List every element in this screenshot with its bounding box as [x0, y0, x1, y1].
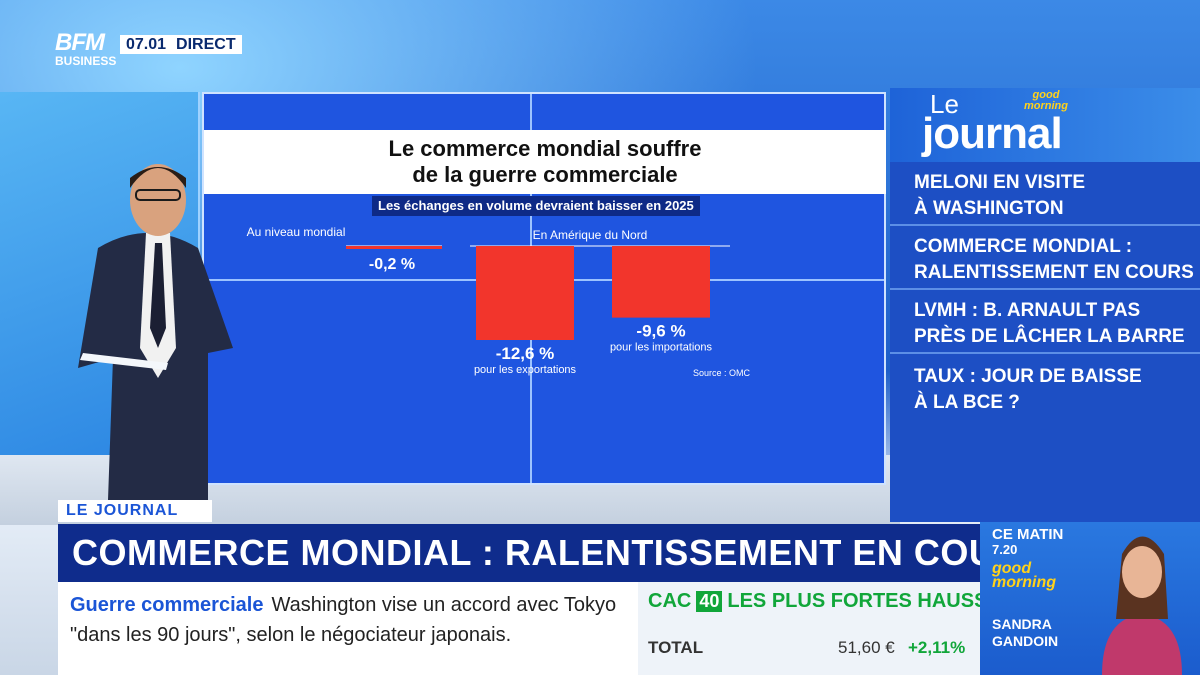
market-header: CAC 40 LES PLUS FORTES HAUSSES — [648, 590, 1014, 613]
anchor-last-name: GANDOIN — [992, 633, 1059, 649]
market-stock-change: +2,11% — [908, 638, 966, 657]
market-stock-value: 51,60 € — [838, 638, 895, 657]
show-promo: CE MATIN 7.20 good morning SANDRA GANDOI… — [980, 522, 1200, 675]
bar — [476, 246, 574, 340]
logo-business: BUSINESS — [55, 54, 117, 68]
journal-item-line1: MELONI EN VISITE — [914, 172, 1086, 193]
bar — [612, 246, 710, 318]
journal-item: LVMH : B. ARNAULT PAS PRÈS DE LÂCHER LA … — [890, 292, 1200, 354]
ticker-text-1: Washington vise un accord avec Tokyo — [271, 594, 617, 616]
gm-logo-line1: good — [992, 560, 1032, 577]
market-index: CAC — [648, 590, 692, 612]
anchor-avatar — [1102, 536, 1182, 675]
market-panel: CAC 40 LES PLUS FORTES HAUSSES TOTAL 51,… — [638, 582, 1014, 675]
live-label: DIRECT — [176, 35, 236, 53]
journal-item-line1: TAUX : JOUR DE BAISSE — [914, 366, 1142, 387]
bar-value-label: -9,6 % — [636, 322, 685, 341]
chart-title-line2: de la guerre commerciale — [412, 162, 678, 187]
chart-subtitle: Les échanges en volume devraient baisser… — [372, 196, 700, 216]
journal-item-line1: LVMH : B. ARNAULT PAS — [914, 300, 1141, 321]
bar-category-label: pour les exportations — [474, 364, 577, 376]
chart-plot: Au niveau mondial -0,2 % En Amérique du No… — [247, 225, 751, 378]
journal-item-line1: COMMERCE MONDIAL : — [914, 236, 1133, 257]
news-ticker: Guerre commerciale Washington vise un acc… — [58, 582, 638, 675]
chart-title: Le commerce mondial souffre de la guerre… — [204, 130, 886, 194]
good-morning-badge: good morning — [1024, 90, 1068, 112]
good-morning-logo: good morning — [992, 560, 1056, 591]
market-label: LES PLUS FORTES HAUSSES — [727, 590, 1015, 612]
market-stock-name: TOTAL — [648, 638, 704, 657]
show-ce-matin: CE MATIN — [992, 526, 1064, 543]
anchor-first-name: SANDRA — [992, 616, 1052, 632]
journal-item-line2: À LA BCE ? — [914, 392, 1020, 413]
live-badge: 07.01 DIRECT — [120, 35, 242, 54]
gm-logo-line2: morning — [992, 574, 1056, 591]
journal-header: Le journal good morning — [890, 88, 1200, 162]
journal-item-line2: À WASHINGTON — [914, 198, 1064, 219]
ticker-line1: Guerre commerciale Washington vise un acc… — [70, 590, 626, 620]
ticker-text-2: "dans les 90 jours", selon le négociateu… — [70, 624, 512, 646]
chart-title-line1: Le commerce mondial souffre — [388, 136, 702, 161]
show-time: 7.20 — [992, 542, 1018, 557]
journal-title: journal — [922, 109, 1063, 158]
journal-item-line2: RALENTISSEMENT EN COURS — [914, 262, 1194, 283]
journal-item: COMMERCE MONDIAL : RALENTISSEMENT EN COU… — [890, 228, 1200, 290]
bar-value-label: -0,2 % — [369, 256, 415, 273]
channel-logo: BFM BUSINESS — [55, 29, 117, 69]
bar-category-label: pour les importations — [610, 342, 713, 354]
journal-item: MELONI EN VISITE À WASHINGTON — [890, 164, 1200, 226]
bar — [346, 246, 442, 249]
headline-banner: COMMERCE MONDIAL : RALENTISSEMENT EN COU… — [58, 524, 1046, 582]
good-morning-line2: morning — [1024, 100, 1068, 112]
chart-source: Source : OMC — [693, 368, 751, 378]
journal-le: Le — [930, 89, 959, 119]
market-index-number: 40 — [696, 591, 723, 612]
market-row: TOTAL 51,60 € +2,11% — [648, 638, 973, 658]
group-label: En Amérique du Nord — [533, 228, 648, 242]
ticker-topic: Guerre commerciale — [70, 594, 264, 616]
bar-value-label: -12,6 % — [496, 344, 555, 363]
journal-item-line2: PRÈS DE LÂCHER LA BARRE — [914, 326, 1185, 347]
presenter-figure — [78, 164, 233, 500]
good-morning-line1: good — [1032, 89, 1060, 101]
group-label: Au niveau mondial — [247, 225, 346, 239]
clock-time: 07.01 — [126, 35, 167, 53]
section-tag: LE JOURNAL — [58, 500, 212, 522]
journal-panel: Le journal good morning MELONI EN VISITE… — [890, 88, 1200, 522]
anchor-name: SANDRA GANDOIN — [992, 616, 1058, 650]
logo-bfm: BFM — [55, 29, 105, 56]
journal-item: TAUX : JOUR DE BAISSE À LA BCE ? — [890, 358, 1200, 420]
chart-screen: Le commerce mondial souffre de la guerre… — [202, 92, 886, 485]
